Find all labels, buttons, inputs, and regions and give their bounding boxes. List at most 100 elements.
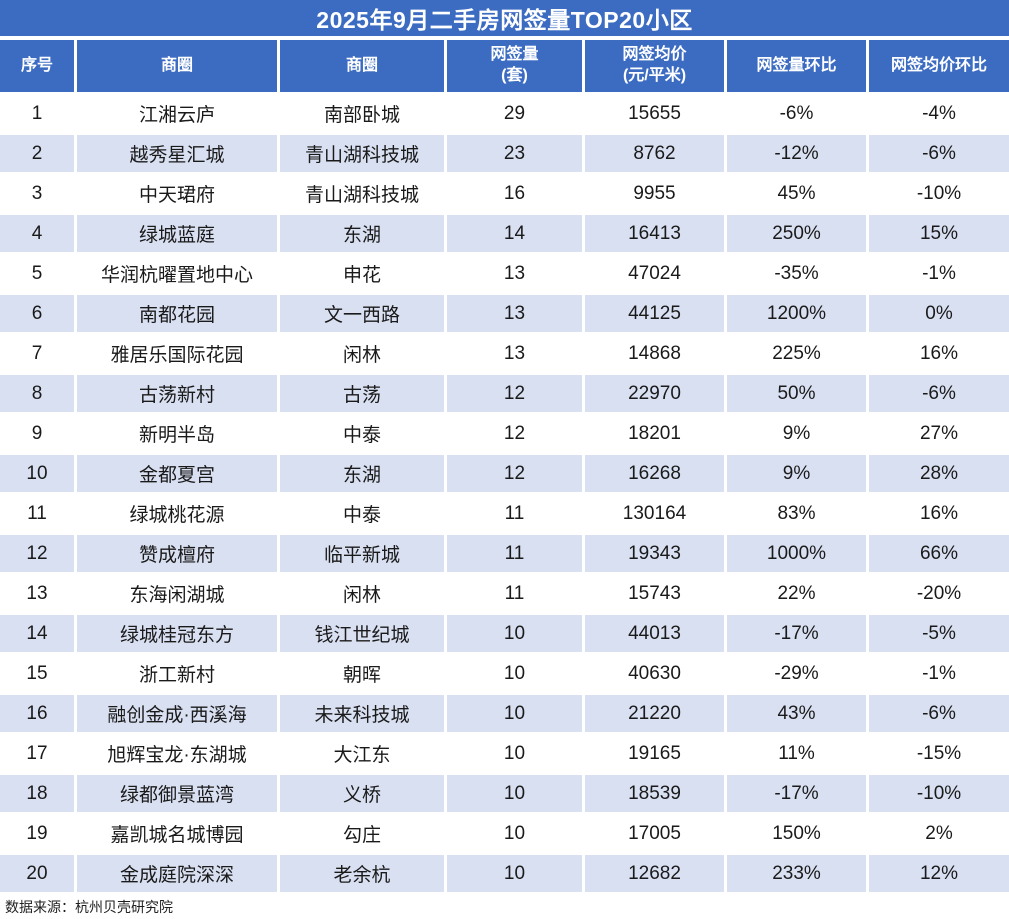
cell-community: 江湘云庐 (77, 95, 277, 132)
cell-community: 绿城桃花源 (77, 495, 277, 532)
cell-rank: 11 (0, 495, 74, 532)
cell-rank: 16 (0, 695, 74, 732)
table-row: 7 雅居乐国际花园 闲林 13 14868 225% 16% (0, 335, 1009, 372)
cell-avg-price: 8762 (585, 135, 724, 172)
cell-rank: 18 (0, 775, 74, 812)
table-row: 11 绿城桃花源 中泰 11 130164 83% 16% (0, 495, 1009, 532)
table-row: 1 江湘云庐 南部卧城 29 15655 -6% -4% (0, 95, 1009, 132)
cell-district: 青山湖科技城 (280, 175, 444, 212)
cell-rank: 10 (0, 455, 74, 492)
cell-community: 中天珺府 (77, 175, 277, 212)
cell-avg-price: 9955 (585, 175, 724, 212)
cell-avg-price: 21220 (585, 695, 724, 732)
cell-volume-mom: 22% (727, 575, 866, 612)
cell-volume-mom: -35% (727, 255, 866, 292)
cell-avg-price: 14868 (585, 335, 724, 372)
cell-volume-mom: -17% (727, 615, 866, 652)
cell-volume-mom: 9% (727, 455, 866, 492)
cell-avg-price-mom: -20% (869, 575, 1009, 612)
cell-rank: 1 (0, 95, 74, 132)
cell-avg-price: 16268 (585, 455, 724, 492)
cell-rank: 12 (0, 535, 74, 572)
cell-avg-price-mom: 28% (869, 455, 1009, 492)
cell-volume-mom: -12% (727, 135, 866, 172)
cell-district: 临平新城 (280, 535, 444, 572)
cell-district: 勾庄 (280, 815, 444, 852)
cell-district: 闲林 (280, 335, 444, 372)
cell-volume-mom: 1200% (727, 295, 866, 332)
cell-community: 绿城蓝庭 (77, 215, 277, 252)
cell-community: 雅居乐国际花园 (77, 335, 277, 372)
table-row: 3 中天珺府 青山湖科技城 16 9955 45% -10% (0, 175, 1009, 212)
cell-volume-mom: 45% (727, 175, 866, 212)
column-header-volume: 网签量 (套) (447, 40, 582, 92)
cell-district: 朝晖 (280, 655, 444, 692)
cell-community: 新明半岛 (77, 415, 277, 452)
cell-volume: 13 (447, 295, 582, 332)
cell-volume: 11 (447, 575, 582, 612)
cell-avg-price-mom: -15% (869, 735, 1009, 772)
cell-avg-price: 19343 (585, 535, 724, 572)
cell-volume: 23 (447, 135, 582, 172)
cell-community: 绿都御景蓝湾 (77, 775, 277, 812)
cell-volume: 29 (447, 95, 582, 132)
table-row: 18 绿都御景蓝湾 义桥 10 18539 -17% -10% (0, 775, 1009, 812)
column-header-volume-mom: 网签量环比 (727, 40, 866, 92)
cell-avg-price-mom: -6% (869, 135, 1009, 172)
table-row: 19 嘉凯城名城博园 勾庄 10 17005 150% 2% (0, 815, 1009, 852)
cell-avg-price-mom: 66% (869, 535, 1009, 572)
cell-rank: 8 (0, 375, 74, 412)
cell-rank: 2 (0, 135, 74, 172)
cell-volume: 12 (447, 455, 582, 492)
table-row: 16 融创金成·西溪海 未来科技城 10 21220 43% -6% (0, 695, 1009, 732)
cell-volume: 10 (447, 615, 582, 652)
cell-community: 古荡新村 (77, 375, 277, 412)
cell-avg-price: 19165 (585, 735, 724, 772)
cell-volume: 10 (447, 655, 582, 692)
cell-avg-price: 15655 (585, 95, 724, 132)
cell-rank: 6 (0, 295, 74, 332)
cell-volume: 12 (447, 375, 582, 412)
cell-volume-mom: 43% (727, 695, 866, 732)
cell-community: 嘉凯城名城博园 (77, 815, 277, 852)
cell-rank: 13 (0, 575, 74, 612)
cell-avg-price: 16413 (585, 215, 724, 252)
table-title: 2025年9月二手房网签量TOP20小区 (0, 0, 1009, 36)
cell-avg-price: 44013 (585, 615, 724, 652)
cell-volume-mom: 225% (727, 335, 866, 372)
table-row: 10 金都夏宫 东湖 12 16268 9% 28% (0, 455, 1009, 492)
table-row: 9 新明半岛 中泰 12 18201 9% 27% (0, 415, 1009, 452)
cell-district: 义桥 (280, 775, 444, 812)
cell-volume: 10 (447, 735, 582, 772)
cell-avg-price: 18201 (585, 415, 724, 452)
column-header-rank: 序号 (0, 40, 74, 92)
cell-volume-mom: -17% (727, 775, 866, 812)
cell-district: 东湖 (280, 455, 444, 492)
cell-rank: 14 (0, 615, 74, 652)
cell-avg-price-mom: 2% (869, 815, 1009, 852)
cell-avg-price: 15743 (585, 575, 724, 612)
cell-volume-mom: 1000% (727, 535, 866, 572)
cell-avg-price: 22970 (585, 375, 724, 412)
table-row: 4 绿城蓝庭 东湖 14 16413 250% 15% (0, 215, 1009, 252)
cell-volume: 14 (447, 215, 582, 252)
cell-avg-price-mom: -5% (869, 615, 1009, 652)
cell-rank: 4 (0, 215, 74, 252)
cell-rank: 15 (0, 655, 74, 692)
cell-avg-price-mom: 16% (869, 335, 1009, 372)
cell-district: 未来科技城 (280, 695, 444, 732)
cell-community: 浙工新村 (77, 655, 277, 692)
data-source-note: 数据来源：杭州贝壳研究院 (5, 899, 173, 915)
cell-volume: 12 (447, 415, 582, 452)
cell-avg-price: 44125 (585, 295, 724, 332)
cell-volume-mom: 9% (727, 415, 866, 452)
cell-district: 大江东 (280, 735, 444, 772)
cell-avg-price: 130164 (585, 495, 724, 532)
cell-avg-price-mom: -10% (869, 775, 1009, 812)
cell-volume-mom: -29% (727, 655, 866, 692)
cell-avg-price: 18539 (585, 775, 724, 812)
table-row: 2 越秀星汇城 青山湖科技城 23 8762 -12% -6% (0, 135, 1009, 172)
cell-rank: 20 (0, 855, 74, 892)
cell-volume: 10 (447, 855, 582, 892)
